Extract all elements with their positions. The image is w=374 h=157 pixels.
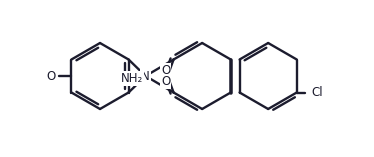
Text: N: N (141, 70, 150, 82)
Text: O: O (161, 64, 170, 77)
Text: Cl: Cl (311, 86, 322, 99)
Text: O: O (47, 70, 56, 82)
Text: NH₂: NH₂ (120, 72, 143, 85)
Text: O: O (161, 75, 170, 88)
